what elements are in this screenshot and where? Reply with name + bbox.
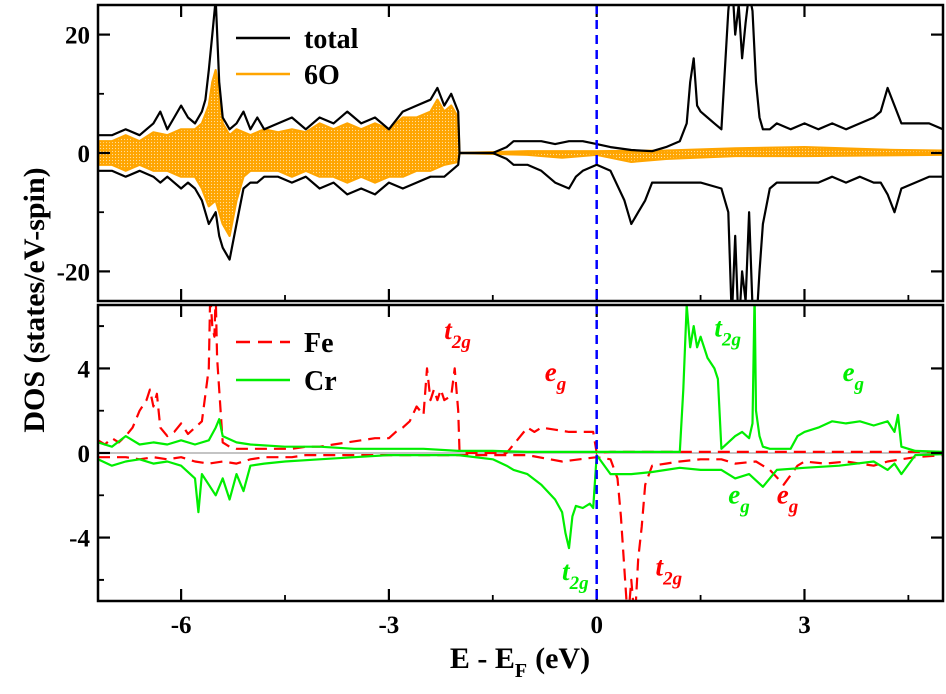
xtick-label: -6 (171, 612, 192, 639)
area-6o-up (98, 70, 943, 153)
x-axis-title-sub: F (515, 660, 527, 682)
x-axis-title-main: E - E (450, 642, 515, 675)
legend-label-total: total (304, 24, 359, 55)
orbital-label: t2g (656, 552, 683, 590)
top-legend: total 6O (236, 24, 359, 91)
area-6o-down (98, 153, 943, 236)
series-cr-down (98, 453, 943, 550)
legend-label-cr: Cr (304, 366, 337, 397)
orbital-label: t2g (444, 315, 471, 353)
legend-label-fe: Fe (304, 328, 334, 359)
top-ytick-label: -20 (57, 259, 90, 286)
bottom-ytick-label: -4 (69, 526, 90, 553)
top-panel: -20 0 20 total 6O (57, 3, 945, 303)
series-fe-up (98, 305, 943, 455)
top-ytick-label: 0 (78, 141, 91, 168)
top-frame (96, 3, 945, 303)
y-axis-title: DOS (states/eV-spin) (18, 167, 51, 432)
series-total-down (98, 151, 943, 301)
x-axis-title: E - EF (eV) (450, 642, 590, 682)
series-6o-up (98, 68, 943, 155)
top-ytick-label: 20 (65, 23, 90, 50)
orbital-label: t2g (562, 556, 589, 594)
xtick-label: -3 (378, 612, 399, 639)
orbital-label: eg (843, 357, 864, 395)
series-fe-down (98, 454, 943, 601)
bottom-legend: Fe Cr (236, 328, 337, 397)
series-cr-up (98, 305, 943, 453)
xtick-label: 0 (590, 612, 603, 639)
orbital-label: eg (728, 480, 749, 518)
series-6o-down (98, 151, 943, 237)
xtick-label: 3 (798, 612, 811, 639)
bottom-ytick-label: 4 (78, 356, 91, 383)
legend-label-6o: 6O (304, 60, 340, 91)
x-axis-title-unit: (eV) (535, 642, 590, 675)
orbital-label: eg (545, 357, 566, 395)
bottom-frame (96, 303, 945, 603)
orbital-label: eg (777, 480, 798, 518)
bottom-ytick-label: 0 (78, 441, 91, 468)
orbital-label: t2g (714, 313, 741, 351)
